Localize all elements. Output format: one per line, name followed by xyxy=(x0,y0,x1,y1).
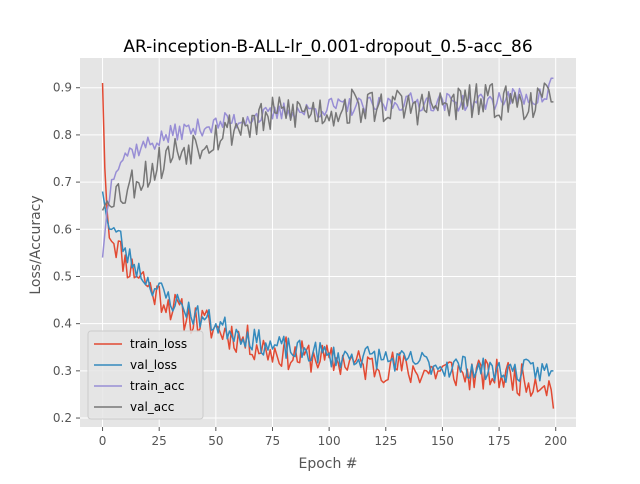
legend: train_loss val_loss train_acc val_acc xyxy=(87,330,204,420)
x-tick-label: 200 xyxy=(544,434,567,448)
legend-label: val_acc xyxy=(130,400,174,414)
legend-label: train_loss xyxy=(130,337,187,351)
x-tick-label: 150 xyxy=(431,434,454,448)
ticks: 0 25 50 75 100 125 150 175 200 0.2 0.3 0.4 0.5 0.6 0.7… xyxy=(53,81,567,448)
series-line-train-loss xyxy=(101,82,555,409)
legend-label: train_acc xyxy=(130,379,184,393)
y-tick-label: 0.3 xyxy=(53,364,72,378)
x-tick-label: 75 xyxy=(265,434,280,448)
series-line-val-acc xyxy=(101,82,554,211)
x-tick-label: 125 xyxy=(374,434,397,448)
y-tick-label: 0.6 xyxy=(53,222,72,236)
legend-label: val_loss xyxy=(130,358,177,372)
y-tick-label: 0.2 xyxy=(53,411,72,425)
y-tick-label: 0.8 xyxy=(53,128,72,142)
x-tick-label: 100 xyxy=(318,434,341,448)
x-axis-label: Epoch # xyxy=(298,456,357,472)
x-tick-label: 175 xyxy=(488,434,511,448)
series-line-val-loss xyxy=(101,191,554,384)
y-tick-label: 0.9 xyxy=(53,81,72,95)
series-line-train-acc xyxy=(101,77,554,258)
legend-box xyxy=(87,330,204,420)
x-tick-label: 0 xyxy=(99,434,107,448)
y-tick-label: 0.5 xyxy=(53,269,72,283)
chart-title: AR-inception-B-ALL-lr_0.001-dropout_0.5-… xyxy=(123,37,532,57)
y-tick-label: 0.7 xyxy=(53,175,72,189)
y-axis-label: Loss/Accuracy xyxy=(28,195,44,294)
series-layer xyxy=(101,77,555,409)
x-tick-label: 50 xyxy=(208,434,223,448)
y-tick-label: 0.4 xyxy=(53,317,72,331)
x-tick-label: 25 xyxy=(152,434,167,448)
